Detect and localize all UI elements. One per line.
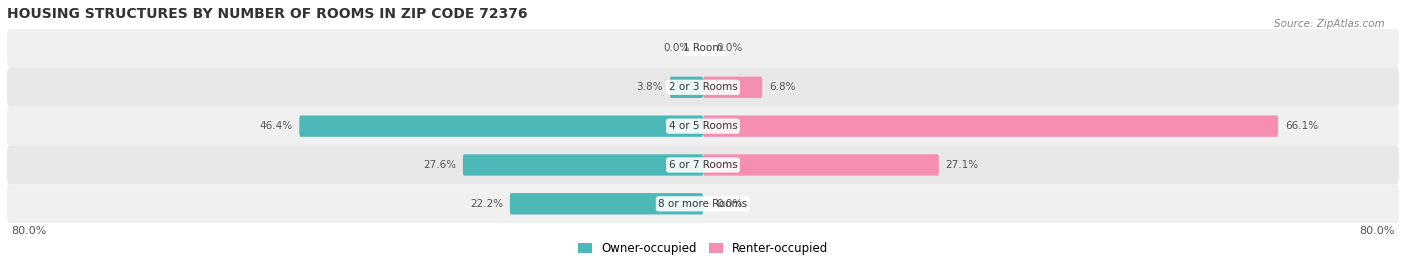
Text: 80.0%: 80.0% — [11, 226, 46, 236]
Text: Source: ZipAtlas.com: Source: ZipAtlas.com — [1274, 19, 1385, 29]
FancyBboxPatch shape — [7, 107, 1399, 146]
Text: 27.6%: 27.6% — [423, 160, 456, 170]
FancyBboxPatch shape — [703, 154, 939, 176]
FancyBboxPatch shape — [7, 68, 1399, 107]
Text: 3.8%: 3.8% — [637, 82, 664, 92]
FancyBboxPatch shape — [7, 146, 1399, 184]
Text: 0.0%: 0.0% — [716, 43, 742, 53]
Text: 0.0%: 0.0% — [664, 43, 690, 53]
Text: 80.0%: 80.0% — [1360, 226, 1395, 236]
Legend: Owner-occupied, Renter-occupied: Owner-occupied, Renter-occupied — [572, 238, 834, 260]
Text: 22.2%: 22.2% — [470, 199, 503, 209]
FancyBboxPatch shape — [463, 154, 703, 176]
Text: 6.8%: 6.8% — [769, 82, 796, 92]
FancyBboxPatch shape — [669, 77, 703, 98]
FancyBboxPatch shape — [7, 184, 1399, 223]
Text: 4 or 5 Rooms: 4 or 5 Rooms — [669, 121, 737, 131]
FancyBboxPatch shape — [299, 116, 703, 137]
Text: 8 or more Rooms: 8 or more Rooms — [658, 199, 748, 209]
Text: 66.1%: 66.1% — [1285, 121, 1319, 131]
FancyBboxPatch shape — [7, 29, 1399, 68]
Text: 27.1%: 27.1% — [946, 160, 979, 170]
Text: 6 or 7 Rooms: 6 or 7 Rooms — [669, 160, 737, 170]
Text: 46.4%: 46.4% — [259, 121, 292, 131]
Text: 0.0%: 0.0% — [716, 199, 742, 209]
FancyBboxPatch shape — [510, 193, 703, 214]
FancyBboxPatch shape — [703, 116, 1278, 137]
Text: HOUSING STRUCTURES BY NUMBER OF ROOMS IN ZIP CODE 72376: HOUSING STRUCTURES BY NUMBER OF ROOMS IN… — [7, 7, 527, 21]
Text: 2 or 3 Rooms: 2 or 3 Rooms — [669, 82, 737, 92]
FancyBboxPatch shape — [703, 77, 762, 98]
Text: 1 Room: 1 Room — [683, 43, 723, 53]
